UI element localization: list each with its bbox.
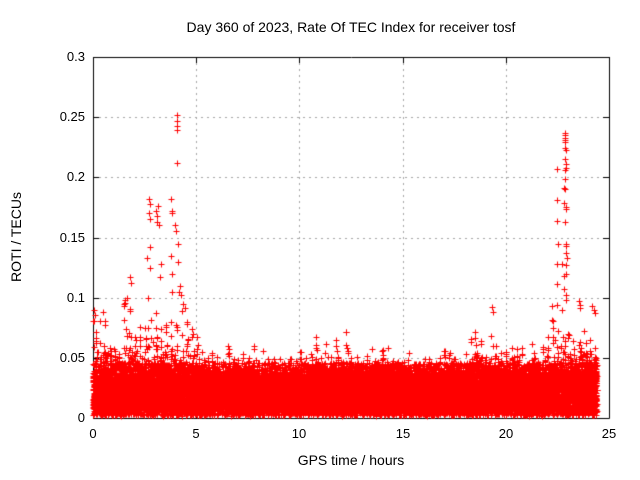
y-tick-label: 0.05 [59,350,85,365]
x-axis-label: GPS time / hours [297,452,405,468]
x-tick-label: 10 [291,426,307,441]
y-tick-label: 0.2 [66,169,85,184]
x-tick-label: 20 [498,426,514,441]
y-tick-label: 0.3 [66,49,85,64]
x-tick-label: 15 [395,426,411,441]
y-tick-label: 0.1 [66,290,85,305]
y-tick-label: 0 [77,410,85,425]
x-tick-label: 5 [192,426,200,441]
y-tick-label: 0.25 [59,109,85,124]
x-tick-label: 0 [89,426,97,441]
x-tick-label: 25 [601,426,617,441]
y-tick-label: 0.15 [59,230,85,245]
chart-title: Day 360 of 2023, Rate Of TEC Index for r… [186,19,516,35]
